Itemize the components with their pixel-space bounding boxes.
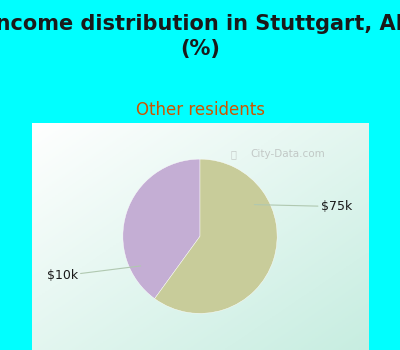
Text: $75k: $75k	[254, 200, 352, 213]
Text: Income distribution in Stuttgart, AR
(%): Income distribution in Stuttgart, AR (%)	[0, 14, 400, 59]
Wedge shape	[155, 159, 277, 313]
Wedge shape	[123, 159, 200, 299]
Text: Other residents: Other residents	[136, 101, 264, 119]
Text: $10k: $10k	[47, 266, 141, 282]
Text: City-Data.com: City-Data.com	[250, 149, 325, 159]
Text: ⦿: ⦿	[231, 149, 236, 159]
